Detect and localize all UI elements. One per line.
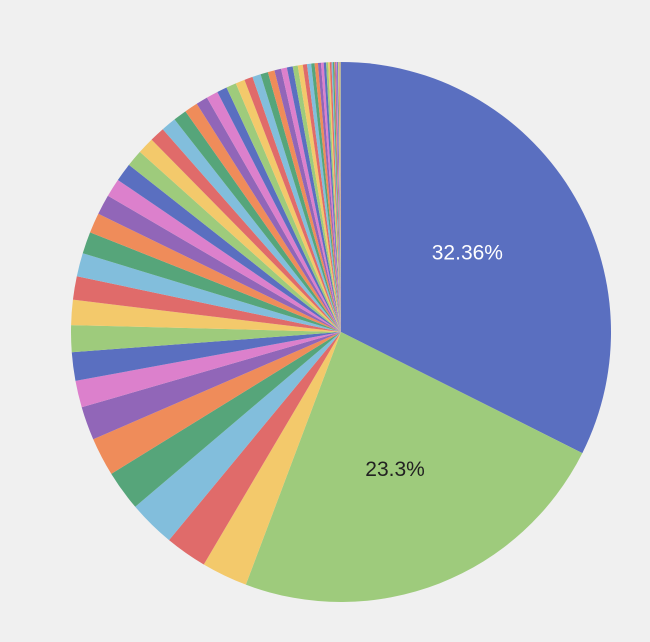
pie-slice <box>286 66 341 333</box>
pie-slice <box>206 91 341 333</box>
pie-slice <box>111 332 341 507</box>
pie-slice <box>174 111 341 332</box>
pie-slice <box>235 79 341 333</box>
pie-slice <box>306 63 341 332</box>
pie-slice <box>135 332 341 541</box>
pie-slice <box>151 129 341 332</box>
pie-slice <box>217 87 341 333</box>
pie-slice <box>337 62 341 333</box>
pie-slice <box>332 62 341 333</box>
pie-slice <box>339 62 341 332</box>
pie-slice <box>314 62 341 332</box>
pie-slice <box>71 332 341 381</box>
pie-slice <box>317 62 341 332</box>
pie-slice <box>226 83 341 333</box>
pie-slice <box>267 70 341 332</box>
pie-slice <box>245 332 583 603</box>
pie-slice <box>341 62 611 454</box>
pie-slice <box>329 62 341 333</box>
pie-slice <box>274 68 341 332</box>
pie-slice <box>323 62 341 332</box>
pie-slice <box>338 62 341 333</box>
pie-slice <box>93 332 341 474</box>
pie-slice <box>335 62 341 332</box>
pie-slice <box>244 76 341 332</box>
pie-slice <box>328 62 341 332</box>
pie-slice <box>90 213 341 332</box>
pie-slice <box>117 164 341 332</box>
pie-slice <box>302 64 341 332</box>
pie-slice <box>260 72 341 333</box>
pie-slice <box>76 253 341 332</box>
pie-slice <box>311 63 341 332</box>
pie-slice <box>337 62 341 333</box>
pie-slice <box>139 139 341 332</box>
pie-slice <box>281 67 341 332</box>
pie-slice <box>71 299 341 332</box>
pie-slice <box>98 195 341 332</box>
pie-slice <box>196 97 341 332</box>
pie-slice <box>169 332 341 565</box>
pie-slice <box>252 74 341 333</box>
slice-label: 23.3% <box>365 458 425 481</box>
pie-slice <box>326 62 341 332</box>
pie-slice <box>292 65 341 333</box>
slice-label: 32.36% <box>432 242 503 265</box>
pie-slice <box>81 332 341 440</box>
pie-slice <box>320 62 341 332</box>
pie-slice <box>334 62 341 332</box>
pie-slice <box>185 103 341 333</box>
pie-slice <box>336 62 341 333</box>
pie-slice <box>340 62 341 332</box>
pie-slice <box>297 64 341 332</box>
pie-slice <box>128 151 341 332</box>
pie-slice <box>162 119 341 333</box>
pie-slice <box>82 232 341 332</box>
pie-slice <box>331 62 341 332</box>
pie-slice <box>107 179 342 332</box>
pie-slice <box>203 332 341 585</box>
pie-slice <box>339 62 341 332</box>
pie-slice <box>75 332 342 408</box>
pie-slice <box>72 276 341 332</box>
pie-slice <box>70 325 341 353</box>
